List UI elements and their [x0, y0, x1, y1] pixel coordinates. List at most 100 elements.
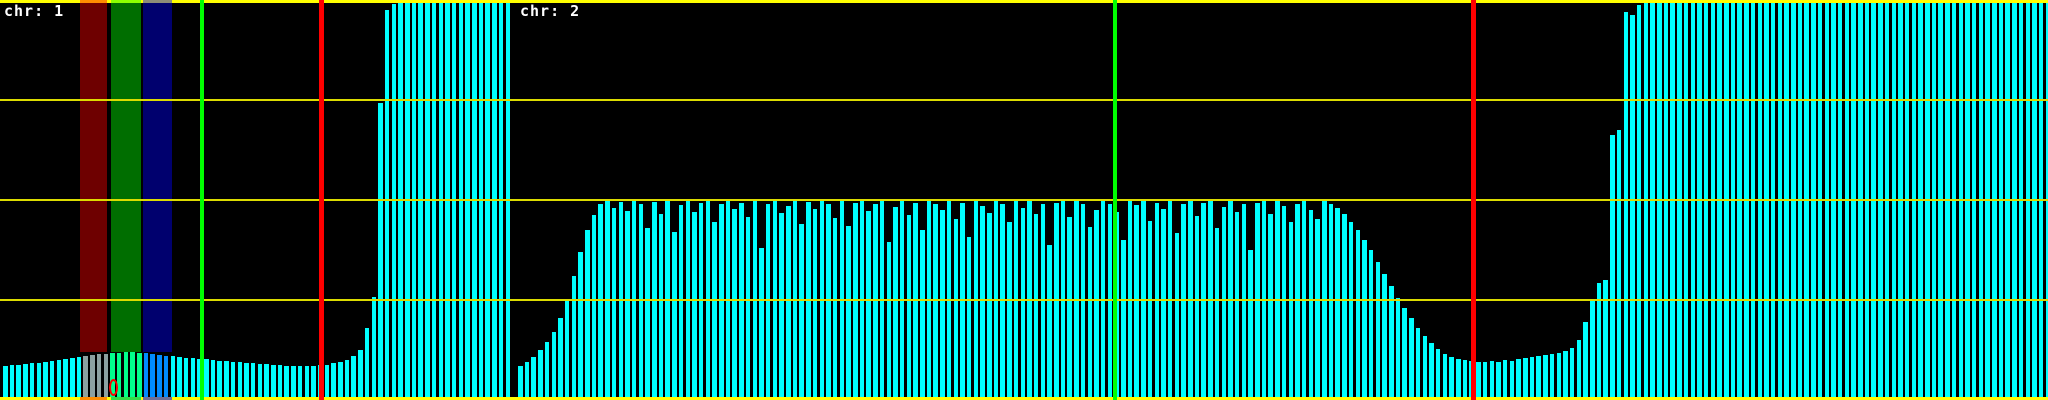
coverage-bar [1891, 3, 1897, 400]
coverage-bar [170, 356, 176, 400]
blue-band [143, 3, 172, 352]
coverage-bar [70, 358, 75, 400]
coverage-bar [1315, 219, 1320, 400]
coverage-bar [405, 3, 410, 400]
coverage-bar [551, 332, 557, 400]
coverage-bar [940, 210, 945, 400]
coverage-bar [1590, 300, 1595, 400]
coverage-bar [264, 364, 269, 400]
coverage-bar [1121, 240, 1126, 400]
coverage-bar [1549, 354, 1555, 400]
coverage-bar [1697, 3, 1702, 400]
coverage-bar [2032, 3, 2037, 400]
coverage-bar [745, 217, 751, 400]
coverage-bar [43, 362, 48, 400]
coverage-bar [344, 360, 350, 400]
coverage-bar [1616, 130, 1622, 400]
coverage-bar [1636, 5, 1642, 400]
coverage-bar [36, 363, 42, 400]
coverage-bar [1971, 3, 1977, 400]
coverage-bar [1442, 354, 1448, 400]
coverage-bar [23, 364, 28, 400]
coverage-bar [966, 237, 972, 400]
coverage-bar [638, 204, 644, 400]
coverage-bar [1543, 355, 1548, 400]
coverage-bar [564, 300, 570, 400]
coverage-bar [110, 353, 115, 400]
coverage-bar [1234, 212, 1240, 400]
coverage-bar [1462, 360, 1468, 400]
coverage-bar [197, 359, 202, 400]
blue-band-top-tint [143, 0, 172, 3]
coverage-bar [1643, 3, 1649, 400]
coverage-bar [1844, 3, 1850, 400]
coverage-bar [1154, 203, 1160, 400]
coverage-bar [625, 211, 630, 400]
coverage-bar [1985, 3, 1990, 400]
coverage-bar [472, 3, 477, 400]
coverage-bar [1898, 3, 1903, 400]
coverage-bar [492, 3, 497, 400]
coverage-bar [1389, 286, 1394, 400]
coverage-bar [1429, 343, 1434, 400]
coverage-bar [1858, 3, 1863, 400]
coverage-bar [893, 207, 898, 400]
coverage-bar [886, 242, 892, 400]
coverage-bar [1764, 3, 1769, 400]
coverage-bar [1797, 3, 1803, 400]
coverage-bar [1248, 250, 1253, 400]
coverage-bar [611, 208, 617, 400]
coverage-bar [1000, 204, 1005, 400]
gridline [0, 299, 2048, 301]
coverage-bar [765, 204, 771, 400]
coverage-bar [1281, 206, 1287, 400]
coverage-bar [438, 3, 444, 400]
coverage-bar [1931, 3, 1937, 400]
coverage-bar [130, 352, 135, 400]
coverage-bar [1435, 349, 1441, 400]
coverage-bar [1502, 360, 1508, 400]
coverage-bar [518, 366, 523, 400]
coverage-bar [1040, 204, 1046, 400]
coverage-bar [445, 3, 450, 400]
coverage-bar [1717, 3, 1722, 400]
coverage-bar [3, 366, 8, 400]
coverage-bar [331, 363, 336, 400]
coverage-bar [1871, 3, 1876, 400]
coverage-bar [1663, 3, 1669, 400]
coverage-bar [1610, 135, 1615, 400]
coverage-bar [458, 3, 464, 400]
coverage-bar [618, 202, 624, 400]
green-band [111, 3, 141, 352]
coverage-bar [1804, 3, 1809, 400]
gridline [0, 397, 2048, 400]
coverage-bar [1147, 221, 1153, 400]
coverage-bar [1362, 240, 1367, 400]
coverage-bar [311, 366, 316, 400]
coverage-bar [96, 354, 102, 400]
coverage-bar [1851, 3, 1856, 400]
red-band [80, 3, 107, 352]
coverage-bar [2005, 3, 2010, 400]
coverage-bar [1992, 3, 1997, 400]
coverage-bar [1288, 222, 1294, 400]
coverage-bar [190, 358, 196, 400]
coverage-bar [244, 363, 249, 400]
coverage-bar [846, 226, 851, 400]
coverage-bar [1523, 358, 1528, 400]
coverage-bar [1355, 230, 1361, 400]
coverage-bar [76, 357, 82, 400]
coverage-bar [832, 218, 838, 400]
coverage-bar [1395, 298, 1401, 400]
coverage-bar [1831, 3, 1836, 400]
coverage-bar [960, 203, 965, 400]
coverage-bar [150, 354, 155, 400]
coverage-bar [873, 204, 878, 400]
coverage-bar [123, 352, 129, 400]
coverage-bar [1489, 361, 1495, 400]
coverage-bar [1449, 357, 1454, 400]
coverage-bar [271, 365, 276, 400]
coverage-bar [1422, 336, 1428, 400]
gridline [0, 0, 2048, 3]
coverage-bar [224, 361, 229, 400]
